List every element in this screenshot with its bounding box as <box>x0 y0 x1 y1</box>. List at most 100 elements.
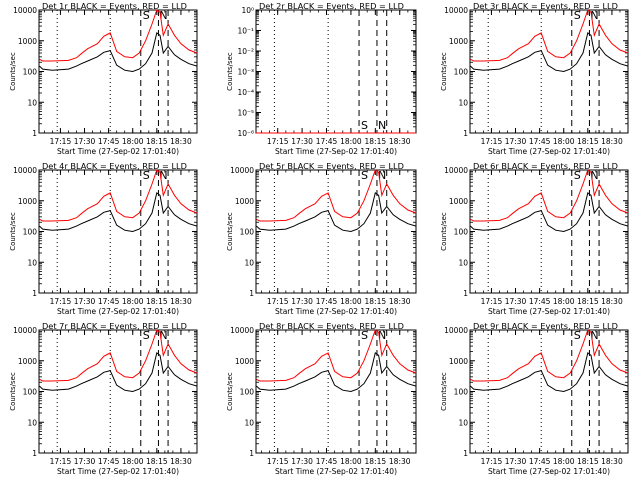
y-tick-label: 1000 <box>449 357 468 366</box>
plot-frame <box>38 9 198 134</box>
y-tick-label: 10000 <box>13 6 37 15</box>
y-axis-label: Counts/sec <box>440 212 448 251</box>
y-axis-label: Counts/sec <box>440 52 448 91</box>
panel-det-7: Det 7r BLACK = Events, RED = LLD 1 10 100 10… <box>9 321 198 476</box>
panel-det-6: Det 6r BLACK = Events, RED = LLD 1 10 100 10… <box>440 161 629 316</box>
y-tick-label: 1000 <box>18 357 37 366</box>
saa-marker-s: S <box>361 119 368 132</box>
night-marker-n: N <box>378 119 386 132</box>
x-tick-label: 17:30 <box>291 137 313 146</box>
y-tick-label: 10 <box>458 418 468 427</box>
plot-frame <box>38 169 198 294</box>
events-curve <box>256 352 417 393</box>
y-tick-label: 10000 <box>444 6 468 15</box>
x-tick-label: 18:30 <box>389 137 411 146</box>
panel-det-8: Det 8r BLACK = Events, RED = LLD 1 10 100 10… <box>226 321 417 476</box>
x-tick-label: 18:30 <box>170 137 192 146</box>
y-tick-label: 10 <box>458 258 468 267</box>
saa-marker-s: S <box>574 329 581 342</box>
lld-curve <box>39 329 198 382</box>
x-tick-label: 17:30 <box>74 297 96 306</box>
x-tick-label: 17:45 <box>98 297 120 306</box>
x-tick-label: 18:30 <box>601 457 623 466</box>
y-tick-label: 1000 <box>18 197 37 206</box>
plot-frame <box>255 169 417 294</box>
lld-curve <box>39 9 198 62</box>
x-tick-label: 17:45 <box>529 137 551 146</box>
x-tick-label: 18:15 <box>146 137 168 146</box>
events-curve <box>470 352 629 393</box>
x-tick-label: 17:45 <box>316 297 338 306</box>
panel-title: Det 3r BLACK = Events, RED = LLD <box>473 1 618 11</box>
x-tick-label: 18:15 <box>577 297 599 306</box>
saa-marker-s: S <box>143 329 150 342</box>
x-axis-label: Start Time (27-Sep-02 17:01:40) <box>275 147 397 156</box>
x-tick-label: 18:00 <box>340 137 362 146</box>
y-tick-label: 1 <box>249 449 254 458</box>
night-marker-n: N <box>378 169 386 182</box>
events-curve <box>39 32 198 73</box>
y-tick-label: 1000 <box>449 197 468 206</box>
plot-frame <box>469 169 629 294</box>
x-tick-label: 17:15 <box>267 297 289 306</box>
y-tick-label: 10⁻² <box>237 47 254 56</box>
x-tick-label: 17:15 <box>267 457 289 466</box>
x-tick-label: 17:30 <box>505 457 527 466</box>
y-tick-label: 100 <box>240 388 255 397</box>
events-curve <box>470 192 629 233</box>
x-tick-label: 18:00 <box>340 297 362 306</box>
events-curve <box>39 192 198 233</box>
y-tick-label: 10000 <box>444 326 468 335</box>
y-tick-label: 100 <box>240 228 255 237</box>
x-tick-label: 18:30 <box>601 137 623 146</box>
x-tick-label: 17:30 <box>74 457 96 466</box>
y-tick-label: 10000 <box>230 166 254 175</box>
x-tick-label: 17:30 <box>505 137 527 146</box>
panel-title: Det 1r BLACK = Events, RED = LLD <box>42 1 187 11</box>
plot-frame <box>469 329 629 454</box>
y-tick-label: 10⁻¹ <box>237 27 254 36</box>
y-tick-label: 10000 <box>13 166 37 175</box>
plot-frame <box>38 329 198 454</box>
x-axis-label: Start Time (27-Sep-02 17:01:40) <box>57 147 179 156</box>
x-tick-label: 18:30 <box>170 457 192 466</box>
y-tick-label: 100 <box>454 228 469 237</box>
panel-title: Det 8r BLACK = Events, RED = LLD <box>259 321 404 331</box>
x-tick-label: 18:00 <box>122 297 144 306</box>
x-tick-label: 17:30 <box>505 297 527 306</box>
x-tick-label: 18:00 <box>340 457 362 466</box>
night-marker-n: N <box>378 329 386 342</box>
night-marker-n: N <box>159 169 167 182</box>
x-tick-label: 17:15 <box>50 457 72 466</box>
x-axis-label: Start Time (27-Sep-02 17:01:40) <box>57 307 179 316</box>
x-axis-label: Start Time (27-Sep-02 17:01:40) <box>57 467 179 476</box>
x-tick-label: 17:30 <box>74 137 96 146</box>
y-tick-label: 100 <box>454 388 469 397</box>
x-tick-label: 18:00 <box>553 297 575 306</box>
y-tick-label: 1 <box>32 289 37 298</box>
y-tick-label: 1 <box>463 289 468 298</box>
x-tick-label: 18:15 <box>365 457 387 466</box>
x-tick-label: 18:30 <box>389 457 411 466</box>
events-curve <box>256 192 417 233</box>
x-tick-label: 18:30 <box>170 297 192 306</box>
x-tick-label: 17:45 <box>529 297 551 306</box>
y-tick-label: 10 <box>244 418 254 427</box>
x-tick-label: 18:15 <box>577 137 599 146</box>
x-tick-label: 17:45 <box>98 457 120 466</box>
panel-det-2: Det 2r BLACK = Events, RED = LLD 10⁻⁶ 10⁻⁵… <box>226 1 417 156</box>
events-curve <box>470 32 629 73</box>
panel-title: Det 9r BLACK = Events, RED = LLD <box>473 321 618 331</box>
y-tick-label: 10 <box>244 258 254 267</box>
x-axis-label: Start Time (27-Sep-02 17:01:40) <box>275 467 397 476</box>
x-tick-label: 17:45 <box>316 457 338 466</box>
night-marker-n: N <box>590 9 598 22</box>
panel-title: Det 7r BLACK = Events, RED = LLD <box>42 321 187 331</box>
y-tick-label: 1000 <box>235 357 254 366</box>
x-tick-label: 17:15 <box>50 297 72 306</box>
x-tick-label: 17:15 <box>481 297 503 306</box>
panel-title: Det 4r BLACK = Events, RED = LLD <box>42 161 187 171</box>
x-tick-label: 17:45 <box>316 137 338 146</box>
y-tick-label: 1 <box>463 129 468 138</box>
